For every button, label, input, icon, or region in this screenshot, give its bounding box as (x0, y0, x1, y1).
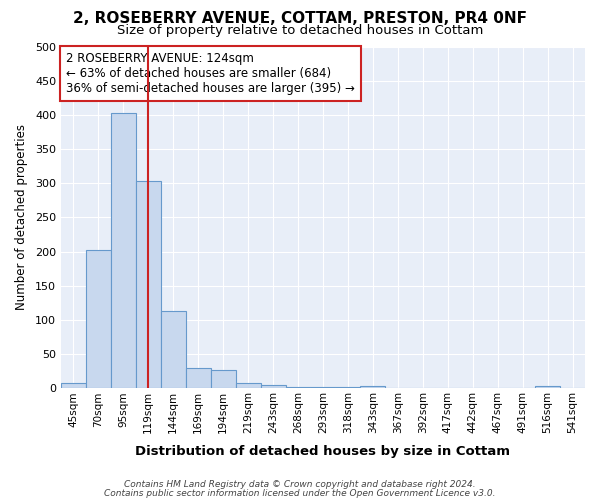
Text: Contains HM Land Registry data © Crown copyright and database right 2024.: Contains HM Land Registry data © Crown c… (124, 480, 476, 489)
Bar (136, 181, 161, 388)
Bar (161, 311, 186, 388)
Bar (61, 383, 86, 388)
Bar (535, 386, 560, 388)
Bar (310, 387, 335, 388)
Bar (335, 387, 361, 388)
Text: Size of property relative to detached houses in Cottam: Size of property relative to detached ho… (117, 24, 483, 37)
Text: Contains public sector information licensed under the Open Government Licence v3: Contains public sector information licen… (104, 488, 496, 498)
Bar (286, 387, 310, 388)
Bar (236, 383, 260, 388)
Bar (260, 385, 286, 388)
Text: 2 ROSEBERRY AVENUE: 124sqm
← 63% of detached houses are smaller (684)
36% of sem: 2 ROSEBERRY AVENUE: 124sqm ← 63% of deta… (66, 52, 355, 94)
Bar (186, 368, 211, 388)
X-axis label: Distribution of detached houses by size in Cottam: Distribution of detached houses by size … (136, 444, 511, 458)
Bar (111, 113, 136, 388)
Bar (86, 250, 111, 388)
Bar (361, 386, 385, 388)
Text: 2, ROSEBERRY AVENUE, COTTAM, PRESTON, PR4 0NF: 2, ROSEBERRY AVENUE, COTTAM, PRESTON, PR… (73, 11, 527, 26)
Bar (211, 370, 236, 388)
Y-axis label: Number of detached properties: Number of detached properties (15, 124, 28, 310)
